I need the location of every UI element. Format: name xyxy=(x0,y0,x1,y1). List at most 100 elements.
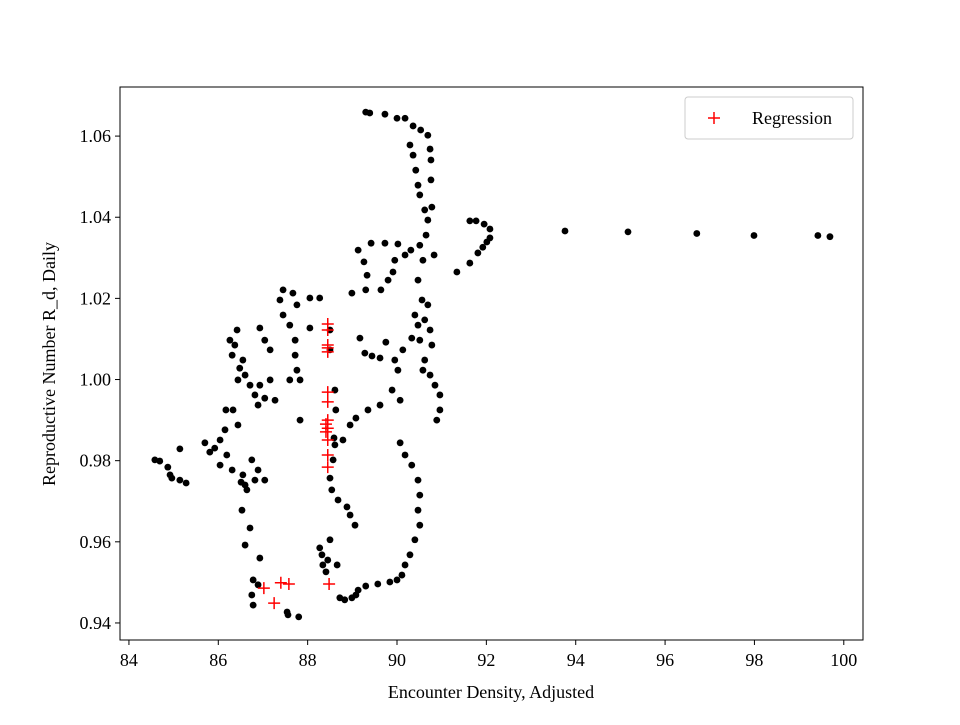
data-point xyxy=(427,176,435,184)
data-point xyxy=(474,249,482,257)
data-point xyxy=(271,396,279,404)
data-point xyxy=(386,578,394,586)
data-point xyxy=(318,551,326,559)
data-point xyxy=(364,406,372,414)
data-point xyxy=(348,594,356,602)
data-point xyxy=(436,406,444,414)
data-point xyxy=(233,326,241,334)
data-point xyxy=(427,156,435,164)
y-tick-label: 1.04 xyxy=(80,207,112,227)
data-point xyxy=(336,594,344,602)
data-point xyxy=(201,439,209,447)
data-point xyxy=(483,238,491,246)
x-tick-label: 92 xyxy=(477,650,495,670)
data-point xyxy=(333,561,341,569)
data-point xyxy=(419,256,427,264)
data-point xyxy=(421,316,429,324)
data-point xyxy=(231,341,239,349)
data-point xyxy=(151,456,159,464)
regression-point xyxy=(319,425,332,438)
data-point xyxy=(248,456,256,464)
data-point xyxy=(266,346,274,354)
data-point xyxy=(295,613,303,621)
data-point xyxy=(382,338,390,346)
y-tick-label: 1.00 xyxy=(80,370,112,390)
data-point xyxy=(306,294,314,302)
data-point xyxy=(249,601,257,609)
data-point xyxy=(254,466,262,474)
data-point xyxy=(624,228,632,236)
data-point xyxy=(228,466,236,474)
data-point xyxy=(182,479,190,487)
data-point xyxy=(251,476,259,484)
data-point xyxy=(324,556,332,564)
regression-point xyxy=(268,597,281,610)
data-point xyxy=(466,259,474,267)
data-point xyxy=(286,321,294,329)
data-point xyxy=(416,241,424,249)
data-point xyxy=(466,217,474,225)
data-point xyxy=(234,421,242,429)
data-point xyxy=(332,406,340,414)
data-point xyxy=(256,324,264,332)
x-tick-label: 94 xyxy=(567,650,585,670)
data-point xyxy=(814,232,822,239)
data-point xyxy=(316,544,324,552)
data-point xyxy=(430,251,438,259)
data-point xyxy=(228,351,236,359)
data-point xyxy=(346,421,354,429)
data-point xyxy=(216,436,224,444)
data-point xyxy=(412,166,420,174)
data-point xyxy=(279,311,287,319)
data-point xyxy=(229,406,237,414)
x-tick-label: 98 xyxy=(745,650,763,670)
data-point xyxy=(417,126,425,134)
data-point xyxy=(279,286,287,294)
data-point xyxy=(409,151,417,159)
regression-point xyxy=(321,395,334,408)
data-point xyxy=(241,541,249,549)
data-point xyxy=(328,486,336,494)
data-point xyxy=(334,496,342,504)
data-point xyxy=(216,461,224,469)
data-point xyxy=(424,301,432,309)
data-point xyxy=(416,521,424,529)
data-point xyxy=(168,474,176,482)
regression-point xyxy=(274,576,287,589)
data-point xyxy=(401,114,409,122)
legend-marker xyxy=(708,112,720,124)
data-point xyxy=(176,445,184,453)
regression-point xyxy=(323,578,336,591)
data-point xyxy=(176,476,184,484)
data-point xyxy=(354,246,362,254)
data-point xyxy=(381,239,389,247)
data-point xyxy=(391,256,399,264)
regression-point xyxy=(321,433,334,446)
data-point xyxy=(362,582,370,590)
data-point xyxy=(391,356,399,364)
data-point xyxy=(396,439,404,447)
regression-point xyxy=(321,345,334,358)
data-point xyxy=(289,289,297,297)
x-tick-label: 88 xyxy=(299,650,317,670)
data-point xyxy=(246,524,254,532)
data-point xyxy=(296,376,304,384)
data-point xyxy=(426,371,434,379)
data-point xyxy=(291,336,299,344)
data-point xyxy=(398,571,406,579)
y-axis-label: Reproductive Number R_d, Daily xyxy=(39,242,59,486)
data-point xyxy=(348,289,356,297)
data-point xyxy=(396,396,404,404)
x-tick-label: 100 xyxy=(830,650,857,670)
data-point xyxy=(407,246,415,254)
data-point xyxy=(401,251,409,259)
data-point xyxy=(256,381,264,389)
data-point xyxy=(296,416,304,424)
data-point xyxy=(326,536,334,544)
data-point xyxy=(428,203,436,211)
data-point xyxy=(206,448,214,456)
data-point xyxy=(393,114,401,122)
y-tick-label: 1.06 xyxy=(80,126,112,146)
data-point xyxy=(384,276,392,284)
data-point xyxy=(408,461,416,469)
